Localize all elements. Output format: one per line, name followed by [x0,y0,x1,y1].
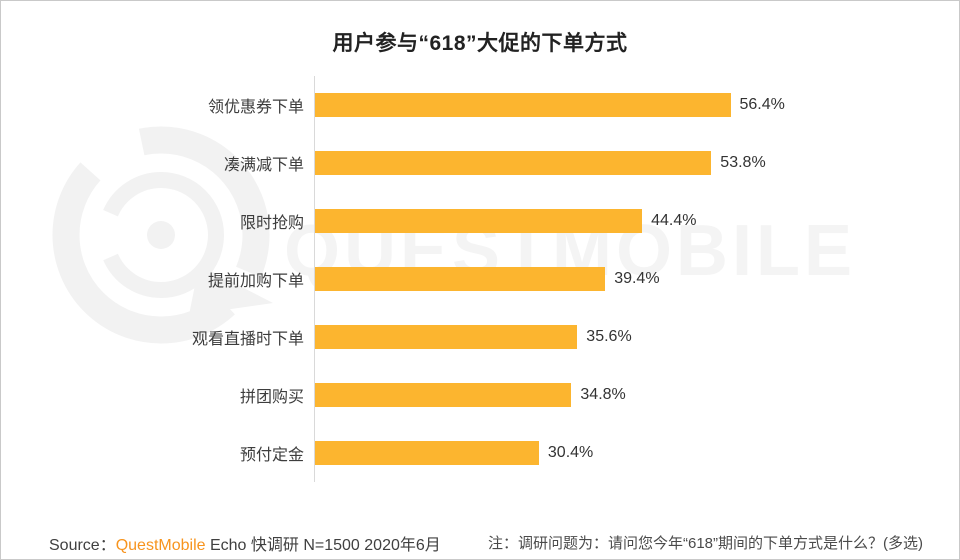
source-line: Source：QuestMobile Echo 快调研 N=1500 2020年… [49,531,441,555]
bar [315,209,643,233]
chart-row: 预付定金 30.4% [1,424,959,482]
bar [315,383,572,407]
bar [315,267,606,291]
value-label: 44.4% [651,212,697,229]
chart-row: 提前加购下单 39.4% [1,250,959,308]
value-label: 56.4% [739,96,785,113]
bar [315,93,731,117]
y-axis-line [314,76,315,482]
category-label: 预付定金 [239,447,304,464]
survey-note: 注：调研问题为：请问您今年“618”期间的下单方式是什么？(多选) [488,535,924,552]
value-label: 35.6% [586,328,632,345]
chart-row: 限时抢购 44.4% [1,192,959,250]
category-label: 观看直播时下单 [191,331,304,348]
bar [315,151,712,175]
category-label: 限时抢购 [239,215,304,232]
value-label: 34.8% [580,386,626,403]
chart-row: 领优惠券下单 56.4% [1,76,959,134]
bar [315,441,539,465]
value-label: 39.4% [614,270,660,287]
bar-chart: 领优惠券下单 56.4% 凑满减下单 53.8% 限时抢购 44.4% 提前加购下单 39.4… [1,76,959,482]
source-brand: QuestMobile [115,537,206,554]
source-prefix: Source： [49,537,116,554]
value-label: 53.8% [720,154,766,171]
category-label: 领优惠券下单 [207,99,304,116]
category-label: 拼团购买 [239,389,304,406]
source-rest: Echo 快调研 N=1500 2020年6月 [205,537,441,554]
chart-title: 用户参与“618”大促的下单方式 [332,32,628,55]
category-label: 凑满减下单 [223,157,304,174]
chart-row: 观看直播时下单 35.6% [1,308,959,366]
category-label: 提前加购下单 [207,273,304,290]
bar [315,325,578,349]
chart-row: 凑满减下单 53.8% [1,134,959,192]
value-label: 30.4% [547,444,594,461]
chart-row: 拼团购买 34.8% [1,366,959,424]
